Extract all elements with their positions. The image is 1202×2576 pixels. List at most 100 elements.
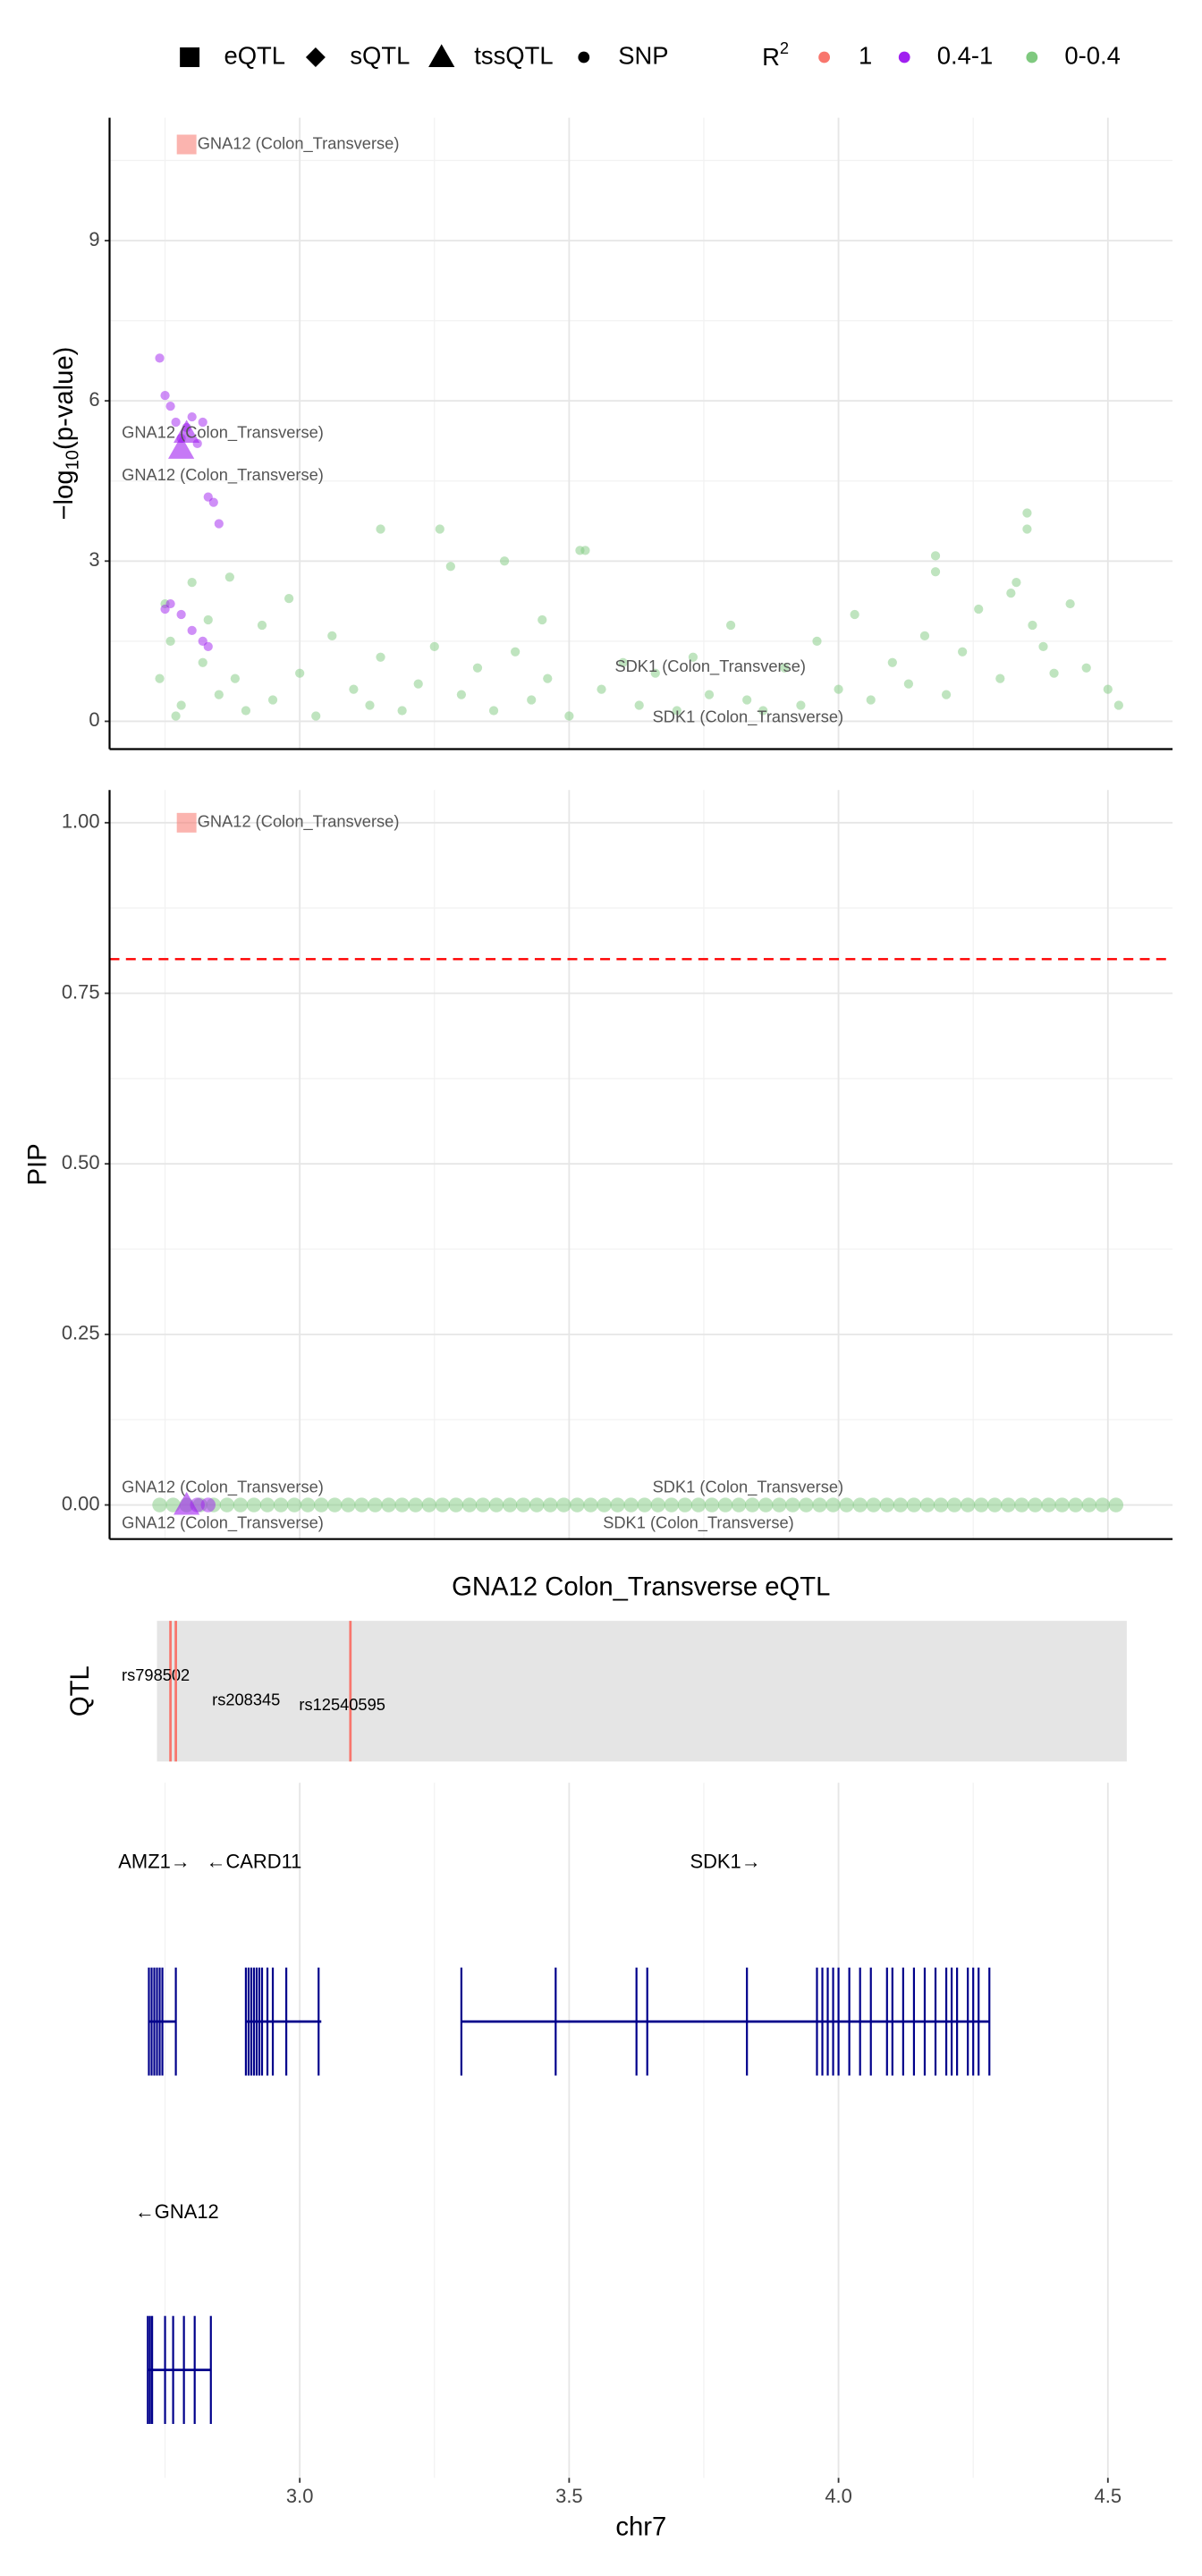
marker-circle — [1022, 524, 1032, 534]
marker-circle — [368, 1497, 383, 1513]
annotation: GNA12 (Colon_Transverse) — [122, 1477, 324, 1496]
annotation: GNA12 (Colon_Transverse) — [122, 465, 324, 485]
marker-circle — [543, 674, 553, 683]
y-tick-label: 0.00 — [62, 1492, 100, 1514]
marker-circle — [155, 674, 165, 683]
marker-square — [176, 134, 197, 155]
marker-circle — [1065, 598, 1075, 609]
marker-circle — [758, 1497, 774, 1513]
marker-circle — [974, 604, 984, 614]
marker-circle — [165, 1497, 181, 1513]
marker-circle — [538, 614, 547, 625]
marker-circle — [634, 700, 644, 710]
marker-circle — [852, 1497, 868, 1513]
marker-circle — [219, 1497, 235, 1513]
marker-circle — [187, 411, 197, 422]
marker-circle — [472, 663, 483, 673]
marker-circle — [529, 1497, 545, 1513]
marker-circle — [421, 1497, 436, 1513]
x-tick-label: 3.5 — [555, 2485, 583, 2507]
marker-circle — [930, 567, 941, 577]
y-tick-label: 1.00 — [62, 810, 100, 833]
annotation: SDK1 (Colon_Transverse) — [603, 1513, 794, 1533]
annotation: SDK1 (Colon_Transverse) — [614, 657, 806, 676]
marker-circle — [919, 1497, 935, 1513]
marker-circle — [208, 497, 218, 507]
marker-circle — [381, 1497, 396, 1513]
marker-circle — [259, 1497, 275, 1513]
marker-triangle — [168, 436, 195, 459]
marker-circle — [448, 1497, 464, 1513]
marker-circle — [230, 674, 240, 683]
marker-circle — [717, 1497, 733, 1513]
marker-circle — [887, 657, 897, 667]
marker-triangle — [174, 1491, 200, 1515]
track-title: GNA12 Colon_Transverse eQTL — [452, 1572, 830, 1601]
legend-key — [1026, 51, 1038, 64]
annotation: SDK1 (Colon_Transverse) — [653, 1477, 844, 1496]
marker-circle — [408, 1497, 423, 1513]
marker-circle — [556, 1497, 571, 1513]
legend-label: sQTL — [350, 41, 410, 69]
marker-circle — [906, 1497, 922, 1513]
y-tick-label: 9 — [89, 228, 99, 250]
marker-circle — [461, 1497, 478, 1513]
legend-label: 1 — [859, 41, 872, 69]
marker-circle — [365, 700, 375, 710]
marker-circle — [1006, 588, 1016, 598]
marker-circle — [341, 1497, 356, 1513]
marker-circle — [171, 711, 181, 721]
marker-circle — [273, 1497, 289, 1513]
y-title-rest: (p-value) — [50, 347, 79, 450]
legend-key — [818, 51, 830, 64]
marker-circle — [376, 524, 385, 534]
marker-circle — [284, 593, 294, 604]
marker-circle — [286, 1497, 302, 1513]
marker-circle — [780, 663, 790, 673]
legend-key — [180, 47, 200, 67]
marker-circle — [677, 1497, 693, 1513]
legend-title-sup: 2 — [780, 38, 789, 57]
marker-circle — [203, 641, 213, 651]
marker-circle — [785, 1497, 800, 1513]
marker-circle — [1012, 578, 1021, 588]
marker-circle — [214, 690, 224, 699]
marker-circle — [946, 1497, 962, 1513]
marker-circle — [311, 711, 321, 721]
legend-title: R2 — [762, 38, 789, 71]
marker-circle — [597, 1497, 612, 1513]
marker-circle — [796, 700, 806, 710]
variant-label: rs12540595 — [299, 1695, 385, 1714]
marker-circle — [570, 1497, 585, 1513]
marker-circle — [866, 1497, 881, 1513]
y-tick-label: 3 — [89, 548, 99, 571]
marker-circle — [704, 690, 715, 699]
annotation: SDK1 (Colon_Transverse) — [653, 708, 844, 727]
marker-circle — [903, 679, 914, 689]
legend-title-main: R — [762, 43, 780, 71]
marker-circle — [893, 1497, 909, 1513]
marker-circle — [1038, 641, 1048, 651]
y-title-sub: 10 — [63, 450, 83, 470]
marker-circle — [1054, 1497, 1070, 1513]
marker-circle — [543, 1497, 558, 1513]
legend-key — [578, 51, 590, 64]
marker-circle — [834, 684, 843, 694]
legend-key — [305, 47, 326, 67]
marker-circle — [987, 1497, 1003, 1513]
marker-circle — [214, 519, 224, 529]
annotation: GNA12 (Colon_Transverse) — [198, 133, 400, 153]
legend-key — [428, 44, 455, 67]
marker-circle — [165, 636, 175, 646]
marker-circle — [176, 609, 186, 620]
marker-circle — [650, 668, 660, 678]
marker-circle — [1028, 1497, 1043, 1513]
marker-circle — [930, 551, 941, 561]
marker-circle — [1113, 700, 1123, 710]
marker-circle — [597, 684, 606, 694]
marker-circle — [1068, 1497, 1083, 1513]
marker-circle — [527, 695, 537, 705]
variant-label: rs208345 — [212, 1690, 280, 1709]
legend-label: 0-0.4 — [1064, 41, 1120, 69]
marker-circle — [1014, 1497, 1029, 1513]
